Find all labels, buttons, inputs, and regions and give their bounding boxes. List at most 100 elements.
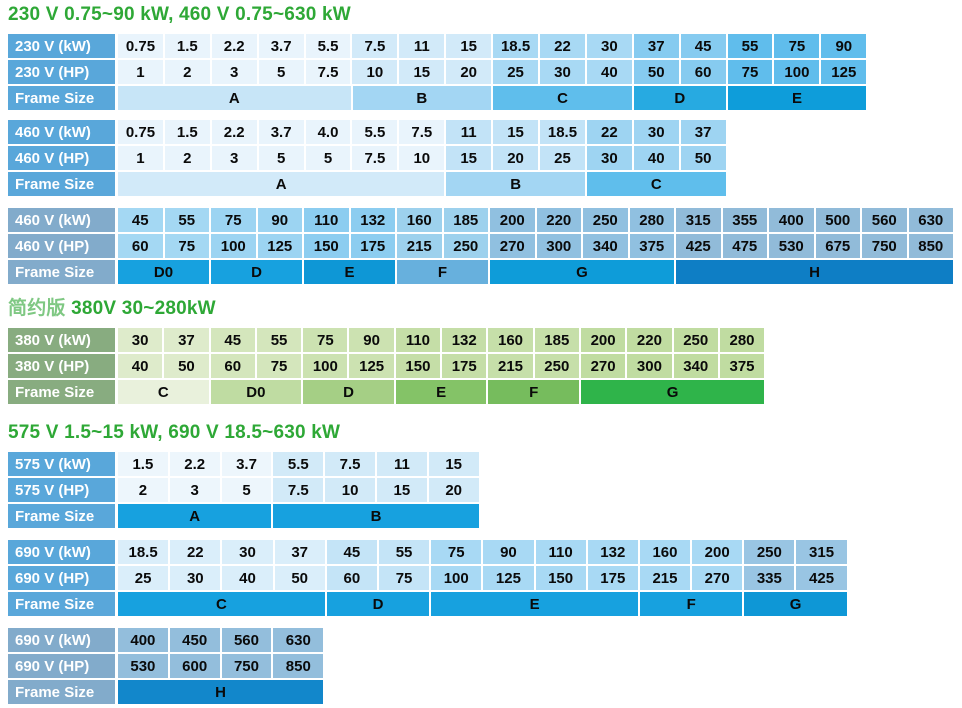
kw-value-cell: 75 [303,328,348,352]
frame-band-e: E [431,592,638,616]
kw-value-cell: 90 [821,34,867,58]
kw-value-cell: 75 [774,34,820,58]
hp-value-cell: 10 [399,146,445,170]
hp-value-cell: 7.5 [273,478,324,502]
kw-value-cell: 3.7 [221,452,272,476]
kw-value-cell: 132 [587,540,638,564]
hp-value-cell: 20 [493,146,539,170]
frame-size-row: Frame Size A B C D E [8,86,962,110]
frame-size-row: Frame Size H [8,680,962,704]
hp-row: 230 V (HP) 1 2 3 5 7.5 10 15 20 25 30 40 50 60 75 100 12… [8,60,962,84]
hp-value-cell: 215 [639,566,691,590]
hp-value-cell: 60 [210,354,255,378]
hp-value-cell: 2 [164,60,210,84]
kw-row: 690 V (kW) 400 450 560 630 [8,628,962,652]
hp-value-cell: 300 [536,234,581,258]
kw-value-cell: 4.0 [305,120,351,144]
hp-value-cell: 600 [169,654,220,678]
kw-value-cell: 110 [395,328,441,352]
kw-row-label: 690 V (kW) [8,628,115,652]
kw-value-cell: 90 [483,540,534,564]
hp-value-cell: 100 [431,566,482,590]
hp-value-cell: 375 [719,354,765,378]
kw-value-cell: 22 [540,34,585,58]
hp-value-cell: 215 [488,354,533,378]
hp-value-cell: 425 [676,234,721,258]
frame-band-g: G [490,260,674,284]
hp-row-label: 575 V (HP) [8,478,115,502]
table-230v: 230 V (kW) 0.75 1.5 2.2 3.7 5.5 7.5 11 15 18.5 22 3… [8,34,962,110]
frame-band-b: B [352,86,492,110]
hp-value-cell: 60 [326,566,377,590]
kw-value-cell: 3.7 [258,34,304,58]
frame-size-row-label: Frame Size [8,172,115,196]
hp-value-cell: 15 [376,478,427,502]
hp-value-cell: 215 [397,234,442,258]
kw-value-cell: 11 [446,120,492,144]
hp-value-cell: 10 [352,60,398,84]
hp-value-cell: 50 [680,146,726,170]
kw-value-cell: 185 [443,208,488,232]
hp-value-cell: 850 [273,654,324,678]
hp-value-cell: 5 [221,478,272,502]
kw-value-cell: 22 [170,540,221,564]
kw-value-cell: 110 [304,208,349,232]
kw-row-label: 690 V (kW) [8,540,115,564]
hp-row: 575 V (HP) 2 3 5 7.5 10 15 20 [8,478,962,502]
frame-band-a: A [118,86,351,110]
hp-value-cell: 100 [303,354,348,378]
hp-value-cell: 270 [692,566,743,590]
hp-row: 380 V (HP) 40 50 60 75 100 125 150 175 215 250 270 3… [8,354,962,378]
kw-row: 380 V (kW) 30 37 45 55 75 90 110 132 160 185 200 220… [8,328,962,352]
kw-value-cell: 250 [673,328,718,352]
table-690v-large: 690 V (kW) 400 450 560 630 690 V (HP) 530 600 75… [8,628,962,704]
hp-value-cell: 30 [540,60,585,84]
table-575v: 575 V (kW) 1.5 2.2 3.7 5.5 7.5 11 15 575 V (HP) 2… [8,452,962,528]
hp-value-cell: 270 [580,354,626,378]
hp-value-cell: 375 [629,234,674,258]
hp-row: 690 V (HP) 25 30 40 50 60 75 100 125 150 175 215 270… [8,566,962,590]
kw-value-cell: 55 [164,208,209,232]
frame-band-d: D [326,592,430,616]
frame-band-h: H [118,680,324,704]
hp-value-cell: 250 [534,354,579,378]
kw-value-cell: 22 [586,120,632,144]
kw-value-cell: 220 [627,328,672,352]
kw-value-cell: 630 [908,208,953,232]
kw-value-cell: 15 [446,34,492,58]
frame-size-row: Frame Size A B [8,504,962,528]
frame-band-b: B [446,172,585,196]
kw-value-cell: 30 [633,120,679,144]
hp-value-cell: 25 [493,60,539,84]
kw-value-cell: 75 [211,208,256,232]
hp-value-cell: 750 [862,234,907,258]
hp-value-cell: 475 [722,234,767,258]
hp-value-cell: 10 [325,478,375,502]
kw-value-cell: 1.5 [164,34,210,58]
kw-value-cell: 160 [488,328,533,352]
table-380v: 380 V (kW) 30 37 45 55 75 90 110 132 160 185 200 220… [8,328,962,404]
kw-value-cell: 55 [378,540,430,564]
frame-size-row-label: Frame Size [8,504,115,528]
kw-value-cell: 7.5 [325,452,375,476]
hp-value-cell: 15 [399,60,445,84]
frame-band-g: G [580,380,765,404]
hp-value-cell: 50 [274,566,325,590]
hp-value-cell: 425 [796,566,847,590]
kw-value-cell: 18.5 [118,540,169,564]
hp-value-cell: 2 [164,146,210,170]
frame-size-row-label: Frame Size [8,680,115,704]
hp-value-cell: 75 [378,566,430,590]
hp-value-cell: 7.5 [305,60,351,84]
table-690v: 690 V (kW) 18.5 22 30 37 45 55 75 90 110 132 160 200… [8,540,962,616]
hp-value-cell: 5 [258,60,304,84]
hp-value-cell: 335 [744,566,795,590]
frame-size-row: Frame Size D0 D E F G H [8,260,962,284]
kw-value-cell: 200 [580,328,626,352]
frame-band-d: D [303,380,394,404]
frame-band-c: C [586,172,726,196]
hp-value-cell: 125 [821,60,867,84]
frame-band-d0: D0 [210,380,302,404]
kw-row: 575 V (kW) 1.5 2.2 3.7 5.5 7.5 11 15 [8,452,962,476]
frame-band-c: C [493,86,632,110]
